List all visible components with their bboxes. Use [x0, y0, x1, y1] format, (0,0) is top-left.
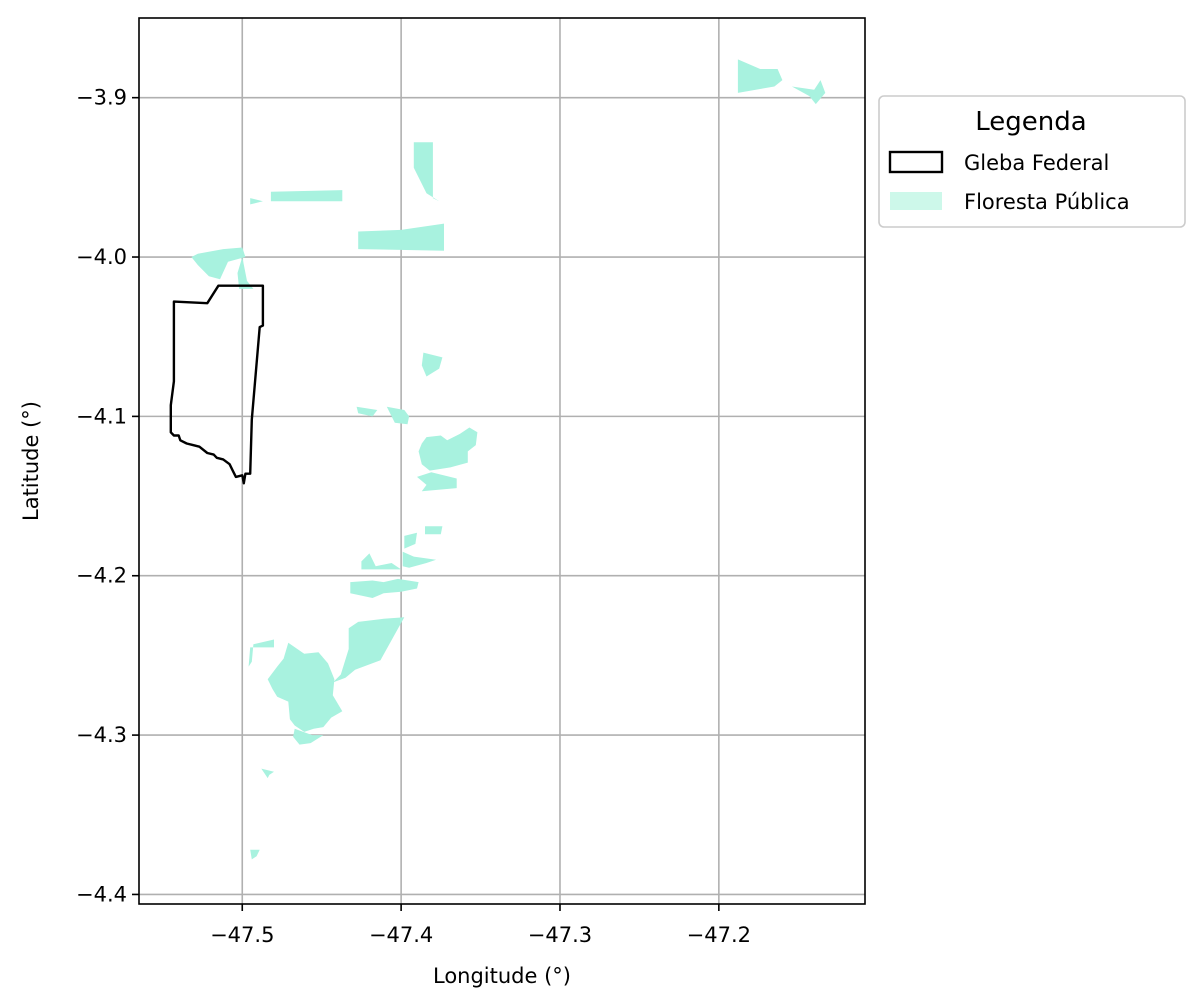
gleba-federal-layer	[169, 284, 265, 485]
floresta-publica-polygon	[250, 198, 263, 242]
floresta-publica-polygon	[293, 728, 324, 745]
floresta-publica-polygon	[350, 578, 419, 598]
x-tick-label: −47.2	[687, 923, 751, 947]
y-tick-label: −4.4	[76, 882, 127, 906]
legend-box	[878, 95, 1186, 228]
floresta-publica-polygon	[270, 190, 343, 202]
legend-title: Legenda	[975, 107, 1086, 137]
floresta-publica-polygon	[421, 352, 443, 377]
grid-lines	[139, 18, 865, 904]
legend-label-floresta-publica: Floresta Pública	[964, 190, 1130, 214]
floresta-publica-polygon	[358, 223, 444, 251]
legend-label-gleba-federal: Gleba Federal	[964, 151, 1109, 175]
y-tick-label: −4.0	[76, 245, 127, 269]
legend-swatch-floresta-publica	[890, 192, 942, 210]
legend: Legenda Gleba Federal Floresta Pública	[878, 95, 1186, 228]
x-tick-label: −47.4	[369, 923, 433, 947]
y-tick-label: −4.1	[76, 404, 127, 428]
x-axis-ticks: −47.5 −47.4 −47.3 −47.2	[210, 904, 751, 947]
floresta-publica-polygon	[172, 500, 174, 504]
floresta-publica-polygon	[261, 768, 274, 779]
floresta-publica-polygon	[332, 617, 405, 683]
floresta-publica-polygon	[791, 80, 826, 105]
floresta-publica-polygon	[425, 526, 443, 535]
floresta-publica-polygon	[191, 247, 246, 280]
y-tick-label: −3.9	[76, 86, 127, 110]
floresta-publica-polygon	[250, 849, 260, 860]
floresta-publica-polygon	[737, 59, 783, 93]
y-axis-ticks: −3.9 −4.0 −4.1 −4.2 −4.3 −4.4	[76, 86, 139, 906]
floresta-publica-polygon	[402, 551, 437, 568]
y-tick-label: −4.2	[76, 564, 127, 588]
floresta-publica-polygon	[356, 406, 378, 417]
y-axis-label: Latitude (°)	[19, 401, 43, 521]
y-tick-label: −4.3	[76, 723, 127, 747]
floresta-publica-polygon	[237, 257, 254, 289]
legend-swatch-gleba-federal	[888, 150, 944, 174]
floresta-publica-polygon	[418, 427, 478, 471]
floresta-publica-layer	[172, 59, 826, 860]
x-axis-label: Longitude (°)	[433, 964, 571, 988]
floresta-publica-polygon	[201, 357, 203, 359]
plot-frame	[138, 17, 866, 905]
x-tick-label: −47.5	[210, 923, 274, 947]
floresta-publica-polygon	[361, 553, 402, 570]
floresta-publica-polygon	[248, 639, 274, 667]
gleba-federal-polygon	[169, 284, 265, 485]
floresta-publica-polygon	[386, 406, 410, 425]
floresta-publica-polygon	[267, 642, 343, 732]
floresta-publica-polygon	[417, 472, 457, 492]
floresta-publica-polygon	[404, 532, 417, 549]
x-tick-label: −47.3	[528, 923, 592, 947]
floresta-publica-polygon	[413, 142, 440, 202]
